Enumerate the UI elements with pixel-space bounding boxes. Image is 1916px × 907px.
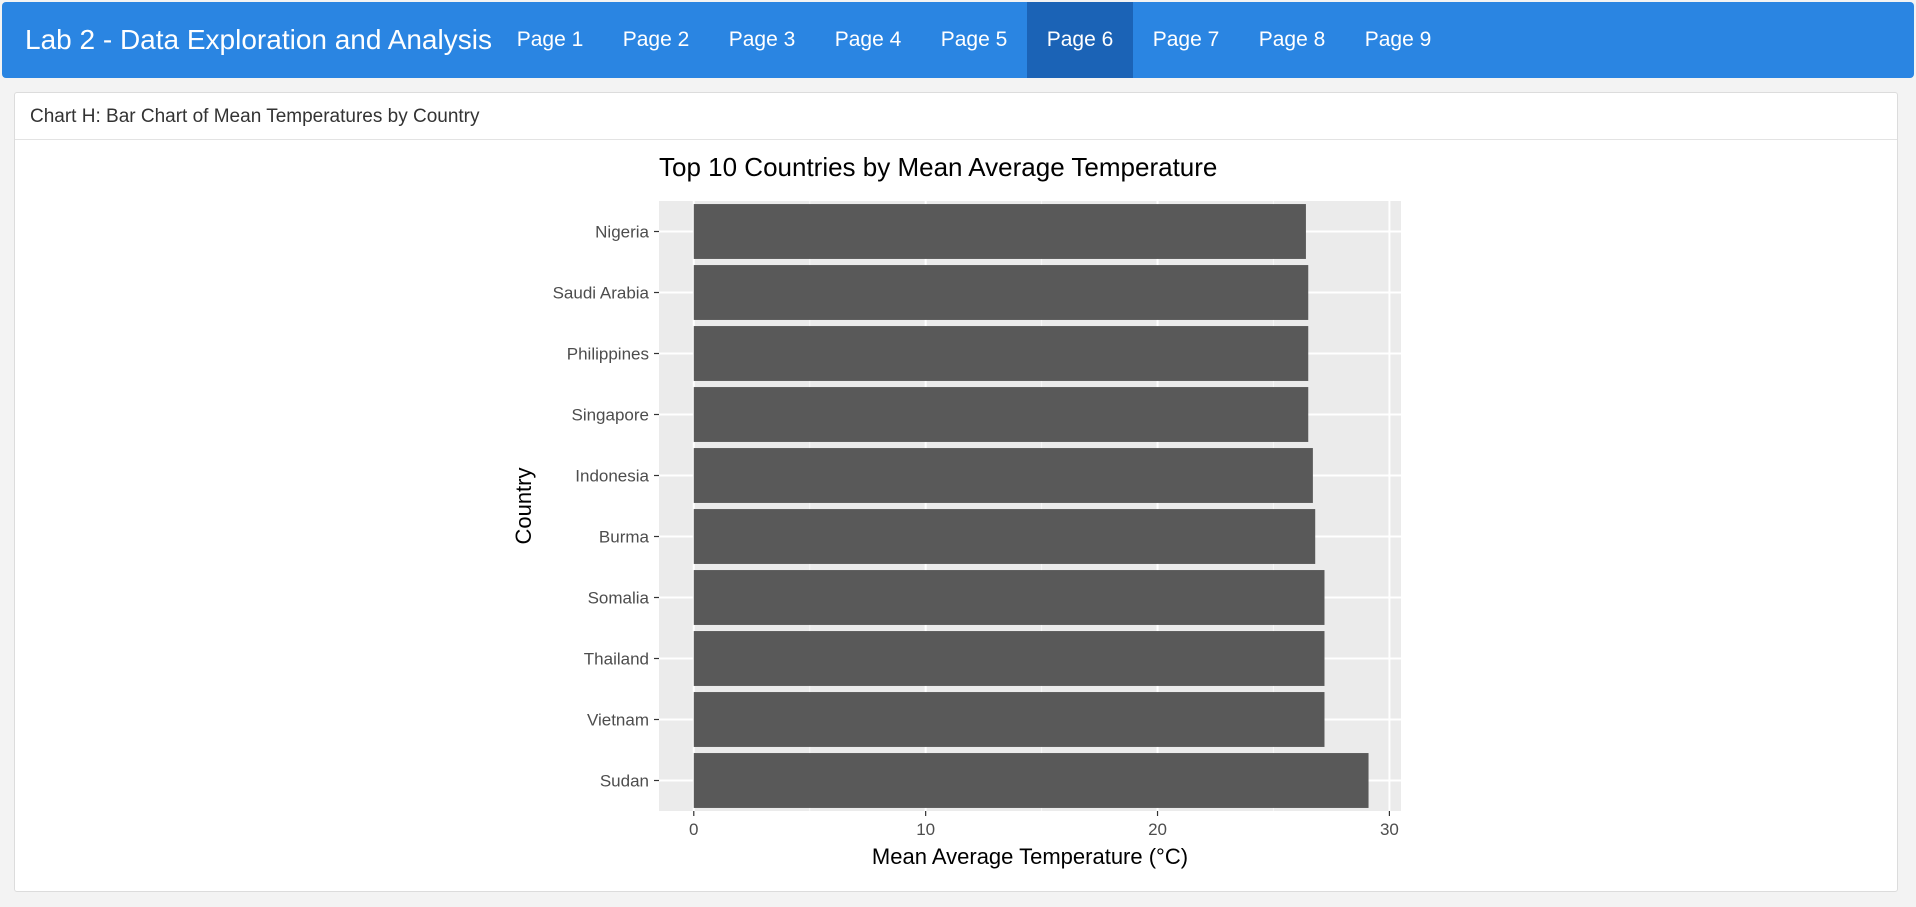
navbar: Lab 2 - Data Exploration and Analysis Pa… — [2, 2, 1914, 78]
y-tick-label: Singapore — [571, 406, 649, 425]
y-tick-label: Sudan — [600, 772, 649, 791]
chart-title: Top 10 Countries by Mean Average Tempera… — [659, 152, 1217, 182]
app-title[interactable]: Lab 2 - Data Exploration and Analysis — [25, 24, 492, 55]
bar-vietnam — [693, 692, 1325, 747]
tab-page-3[interactable]: Page 3 — [728, 28, 796, 51]
y-tick-label: Burma — [599, 528, 650, 547]
x-tick-label: 20 — [1148, 820, 1167, 839]
nav-tabs: Page 1 Page 2 Page 3 Page 4 Page 5 Page … — [497, 2, 1451, 78]
tab-page-9[interactable]: Page 9 — [1364, 28, 1432, 51]
bar-somalia — [693, 570, 1325, 625]
x-tick-label: 10 — [916, 820, 935, 839]
bar-indonesia — [693, 448, 1313, 503]
bar-singapore — [693, 387, 1309, 442]
x-axis-label: Mean Average Temperature (°C) — [872, 844, 1188, 869]
tab-page-5[interactable]: Page 5 — [940, 28, 1008, 51]
y-tick-label: Philippines — [567, 345, 649, 364]
tab-page-4[interactable]: Page 4 — [834, 28, 902, 51]
tab-page-1[interactable]: Page 1 — [516, 28, 584, 51]
tab-page-6[interactable]: Page 6 — [1027, 2, 1133, 78]
x-tick-label: 0 — [689, 820, 698, 839]
bar-chart: Nigeria Saudi Arabia Philippines Singapore I… — [511, 152, 1401, 869]
y-tick-label: Indonesia — [575, 467, 649, 486]
tab-page-8[interactable]: Page 8 — [1258, 28, 1326, 51]
y-tick-label: Vietnam — [587, 711, 649, 730]
bar-saudi-arabia — [693, 265, 1309, 320]
bar-philippines — [693, 326, 1309, 381]
y-tick-label: Saudi Arabia — [553, 284, 650, 303]
bar-thailand — [693, 631, 1325, 686]
y-tick-label: Thailand — [584, 650, 649, 669]
chart-card: Chart H: Bar Chart of Mean Temperatures … — [14, 92, 1898, 892]
card-title: Chart H: Bar Chart of Mean Temperatures … — [15, 93, 1897, 140]
bar-burma — [693, 509, 1316, 564]
y-tick-label: Nigeria — [595, 223, 649, 242]
tab-page-7[interactable]: Page 7 — [1152, 28, 1220, 51]
bar-sudan — [693, 753, 1369, 808]
y-tick-label: Somalia — [588, 589, 650, 608]
bar-nigeria — [693, 204, 1306, 259]
x-tick-label: 30 — [1380, 820, 1399, 839]
tab-page-2[interactable]: Page 2 — [622, 28, 690, 51]
y-axis-label: Country — [511, 467, 536, 544]
